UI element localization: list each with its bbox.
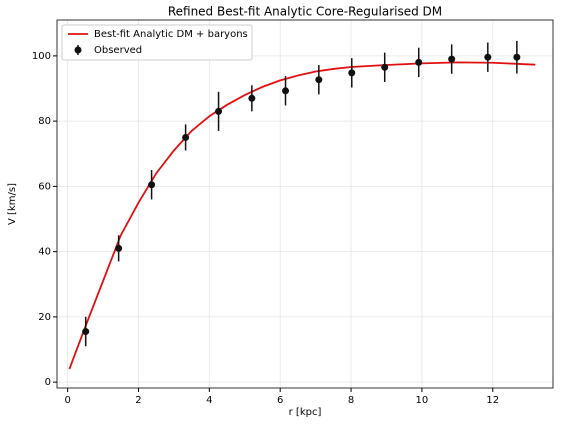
x-tick-label: 8 bbox=[348, 395, 354, 406]
data-point bbox=[82, 328, 90, 336]
y-tick-label: 20 bbox=[38, 312, 51, 323]
data-point bbox=[381, 63, 389, 71]
data-point bbox=[448, 55, 456, 63]
y-axis-label: V [km/s] bbox=[7, 183, 18, 225]
data-point bbox=[115, 244, 123, 252]
y-tick-label: 40 bbox=[38, 247, 51, 258]
x-axis-label: r [kpc] bbox=[289, 407, 322, 418]
data-point bbox=[248, 94, 256, 102]
data-point bbox=[182, 133, 190, 141]
line bbox=[68, 61, 536, 370]
data-point bbox=[315, 76, 323, 84]
x-tick-label: 10 bbox=[416, 395, 429, 406]
x-tick-label: 0 bbox=[64, 395, 70, 406]
x-tick-label: 4 bbox=[206, 395, 212, 406]
data-point bbox=[282, 87, 290, 95]
data-point bbox=[415, 58, 423, 66]
legend-box bbox=[61, 24, 253, 61]
data-point bbox=[148, 181, 156, 189]
legend-label: Best-fit Analytic DM + baryons bbox=[94, 29, 248, 40]
plot-frame bbox=[56, 19, 554, 389]
data-point bbox=[484, 53, 492, 61]
x-tick-label: 2 bbox=[135, 395, 141, 406]
y-tick-label: 80 bbox=[38, 116, 51, 127]
chart-title: Refined Best-fit Analytic Core-Regularis… bbox=[168, 5, 442, 19]
data-point bbox=[513, 53, 521, 61]
y-tick-label: 0 bbox=[45, 377, 51, 388]
data-point bbox=[348, 69, 356, 77]
y-tick-label: 60 bbox=[38, 181, 51, 192]
x-tick-label: 6 bbox=[277, 395, 283, 406]
y-tick-label: 100 bbox=[32, 51, 51, 62]
data-point bbox=[215, 107, 223, 115]
x-tick-label: 12 bbox=[486, 395, 499, 406]
legend-swatch bbox=[74, 46, 82, 54]
legend-label: Observed bbox=[94, 45, 142, 56]
